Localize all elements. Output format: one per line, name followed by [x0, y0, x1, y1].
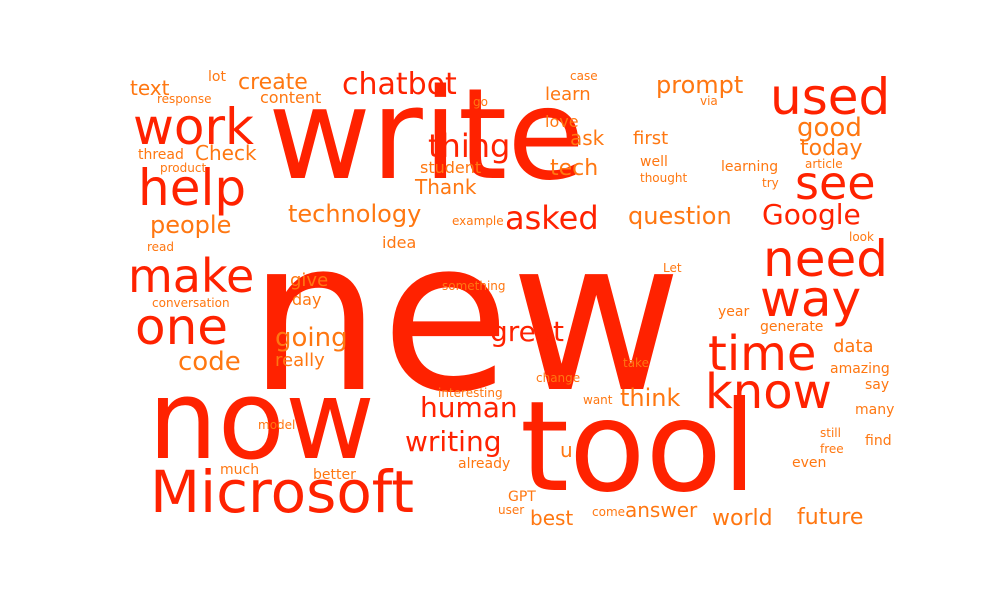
word-u: u [560, 438, 573, 462]
word-model: model [258, 418, 296, 432]
word-free: free [820, 442, 844, 456]
word-lot: lot [208, 69, 226, 85]
word-thing: thing [428, 127, 511, 165]
word-something: something [442, 279, 506, 293]
word-prompt: prompt [656, 71, 744, 99]
word-idea: idea [382, 233, 417, 252]
word-see: see [795, 156, 876, 210]
word-one: one [135, 298, 229, 356]
word-help: help [138, 159, 247, 217]
word-asked: asked [505, 199, 599, 237]
word-product: product [160, 161, 207, 175]
word-human: human [420, 391, 518, 424]
word-interesting: interesting [438, 386, 503, 400]
word-article: article [805, 157, 843, 171]
word-good: good [797, 113, 862, 143]
word-better: better [313, 467, 356, 483]
word-give: give [290, 270, 329, 291]
word-now: now [148, 356, 375, 484]
word-love: love [545, 112, 579, 131]
word-writing: writing [405, 425, 502, 458]
word-much: much [220, 462, 260, 478]
word-learn: learn [545, 84, 591, 105]
word-best: best [530, 506, 574, 530]
word-thought: thought [640, 171, 688, 185]
word-change: change [536, 371, 581, 385]
word-user: user [498, 503, 525, 517]
word-text: text [130, 76, 170, 100]
word-come: come [592, 505, 626, 519]
word-write: write [268, 61, 585, 208]
word-create: create [238, 70, 308, 95]
word-generate: generate [760, 319, 824, 335]
word-via: via [700, 94, 718, 108]
word-going: going [275, 323, 348, 353]
word-question: question [628, 202, 732, 230]
word-new: new [248, 194, 683, 439]
word-look: look [849, 230, 874, 244]
word-gpt: GPT [508, 489, 536, 505]
word-already: already [458, 456, 511, 472]
word-tech: tech [550, 156, 599, 181]
word-tool: tool [520, 375, 757, 520]
word-student: student [420, 158, 482, 177]
word-work: work [133, 98, 254, 156]
word-learning: learning [721, 159, 779, 175]
word-amazing: amazing [830, 361, 890, 377]
word-thank: Thank [415, 175, 477, 199]
word-world: world [712, 506, 773, 531]
word-go: go [473, 95, 488, 109]
word-ask: ask [570, 126, 605, 150]
word-check: Check [195, 141, 257, 165]
word-microsoft: Microsoft [150, 458, 414, 526]
word-case: case [570, 69, 598, 83]
word-response: response [157, 92, 212, 106]
word-need: need [763, 230, 888, 288]
word-want: want [583, 393, 613, 407]
word-great: great [490, 315, 565, 348]
word-code: code [178, 347, 241, 377]
word-time: time [708, 326, 817, 382]
word-many: many [855, 402, 895, 418]
word-example: example [452, 214, 504, 228]
word-today: today [800, 136, 863, 161]
word-way: way [760, 270, 862, 328]
word-google: Google [762, 198, 861, 231]
word-used: used [770, 68, 891, 126]
word-first: first [633, 128, 669, 149]
word-read: read [147, 240, 175, 254]
word-think: think [620, 384, 681, 412]
word-technology: technology [288, 200, 422, 228]
word-well: well [640, 154, 668, 170]
word-know: know [705, 364, 832, 420]
word-future: future [797, 505, 864, 530]
word-year: year [718, 304, 750, 320]
word-people: people [150, 211, 232, 239]
word-take: take [623, 356, 649, 370]
word-answer: answer [625, 498, 698, 522]
word-make: make [128, 249, 255, 303]
word-try: try [762, 176, 779, 190]
word-conversation: conversation [152, 296, 230, 310]
word-day: day [292, 290, 322, 309]
word-still: still [820, 426, 841, 440]
word-even: even [792, 455, 827, 471]
word-let: Let [663, 261, 682, 275]
word-content: content [260, 88, 322, 107]
word-chatbot: chatbot [342, 67, 457, 102]
word-really: really [275, 350, 325, 371]
word-data: data [833, 336, 874, 357]
word-thread: thread [138, 147, 184, 163]
word-find: find [865, 433, 892, 449]
word-say: say [865, 377, 890, 393]
